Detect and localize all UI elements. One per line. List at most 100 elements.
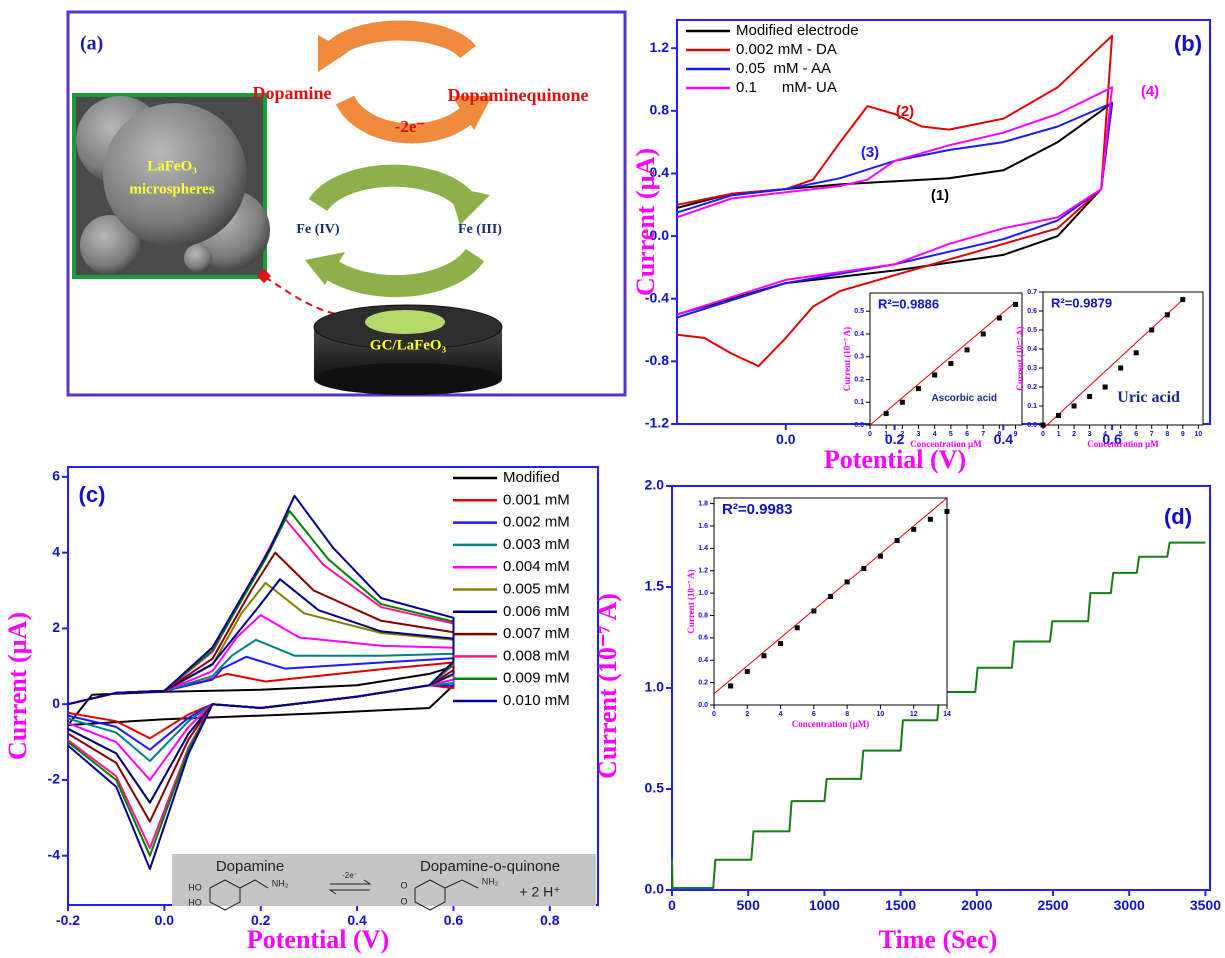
- x-tick-label: 6: [812, 711, 816, 718]
- point: [900, 400, 905, 405]
- r-squared: R²=0.9886: [878, 296, 939, 311]
- x-tick-label: 2: [900, 431, 904, 438]
- electrode-bottom: [314, 363, 502, 395]
- x-tick-label: 3: [1088, 431, 1092, 438]
- point: [845, 579, 850, 584]
- panel-label: (b): [1174, 31, 1202, 56]
- y-tick-label: 0.2: [854, 376, 864, 383]
- scheme-electrons: -2e⁻: [342, 871, 358, 880]
- point: [1041, 423, 1046, 428]
- point: [1118, 366, 1123, 371]
- y-tick-label: 0.8: [698, 612, 708, 619]
- series-line: [677, 87, 1112, 314]
- x-tick-label: 10: [1194, 431, 1202, 438]
- point: [761, 653, 766, 658]
- point: [997, 316, 1002, 321]
- y-tick-label: 0.6: [1027, 308, 1037, 315]
- panel-label: (c): [79, 482, 106, 507]
- x-axis-title: Potential (V): [824, 445, 966, 474]
- legend-label: 0.001 mM: [503, 491, 570, 508]
- point: [932, 372, 937, 377]
- series-line: [68, 666, 454, 725]
- panel-a: (a) LaFeO₃ microspheres Dopamine Dopamin…: [68, 12, 625, 395]
- x-axis-title: Potential (V): [247, 925, 389, 954]
- legend-label: 0.002 mM - DA: [736, 41, 837, 58]
- y-tick-label: 1.4: [698, 545, 708, 552]
- inset-y-label: Current (10⁻⁷ A): [1015, 326, 1025, 390]
- point: [861, 566, 866, 571]
- x-tick-label: 2000: [961, 897, 992, 913]
- x-tick-label: 0.6: [444, 912, 464, 928]
- point: [884, 411, 889, 416]
- group-label: O: [400, 880, 407, 890]
- y-tick-label: 0.7: [1027, 289, 1037, 296]
- reaction-scheme: Dopamine Dopamine-o-quinone HO HO NH₂ -2…: [172, 854, 596, 910]
- point: [828, 594, 833, 599]
- series-line: [677, 103, 1112, 318]
- x-tick-label: 3: [917, 431, 921, 438]
- reactant: Dopamine: [252, 83, 331, 103]
- x-tick-label: 0.0: [155, 912, 175, 928]
- y-tick-label: 0.1: [1027, 403, 1037, 410]
- point: [1013, 302, 1018, 307]
- legend-label: 0.008 mM: [503, 647, 570, 664]
- y-tick-label: 0.3: [1027, 365, 1037, 372]
- point: [895, 538, 900, 543]
- y-tick-label: 0.8: [650, 102, 670, 118]
- y-tick-label: 0.5: [1027, 327, 1037, 334]
- y-tick-label: 1.6: [698, 523, 708, 530]
- y-tick-label: 2.0: [645, 477, 665, 493]
- y-tick-label: 0.3: [854, 354, 864, 361]
- sphere: [103, 103, 247, 247]
- x-tick-label: 8: [1165, 431, 1169, 438]
- legend-label: 0.006 mM: [503, 603, 570, 620]
- scheme-product: Dopamine-o-quinone: [420, 858, 560, 875]
- x-tick-label: 0: [668, 897, 676, 913]
- x-tick-label: 4: [933, 431, 937, 438]
- inset-x-label: Concentration µM: [910, 439, 982, 449]
- x-tick-label: 0: [868, 431, 872, 438]
- y-axis-title: Current (10⁻⁷ A): [593, 593, 622, 779]
- electrode-label: GC/LaFeO₃: [370, 337, 447, 353]
- x-tick-label: 0.0: [776, 431, 796, 447]
- series-line: [68, 663, 454, 739]
- x-tick-label: 1: [884, 431, 888, 438]
- x-tick-label: 9: [1014, 431, 1018, 438]
- x-tick-label: 500: [737, 897, 761, 913]
- x-tick-label: 1500: [885, 897, 916, 913]
- point: [1072, 404, 1077, 409]
- legend-label: 0.05 mM - AA: [736, 60, 831, 77]
- x-tick-label: 4: [1103, 431, 1107, 438]
- x-tick-label: 5: [1119, 431, 1123, 438]
- legend-label: Modified electrode: [736, 22, 859, 39]
- point: [981, 331, 986, 336]
- y-tick-label: 1.5: [645, 578, 665, 594]
- y-tick-label: 0.5: [645, 780, 665, 796]
- x-tick-label: 7: [1150, 431, 1154, 438]
- x-tick-label: 2: [745, 711, 749, 718]
- y-axis-title: Current (µA): [3, 612, 32, 760]
- x-tick-label: 6: [1134, 431, 1138, 438]
- legend-label: 0.009 mM: [503, 670, 570, 687]
- legend-label: 0.1 mM- UA: [736, 79, 837, 96]
- point: [1103, 385, 1108, 390]
- annotation: (3): [861, 144, 879, 161]
- inset: 024681012140.00.20.40.60.81.01.21.41.61.…: [686, 498, 951, 729]
- y-tick-label: 0.1: [854, 399, 864, 406]
- x-tick-label: 14: [943, 711, 951, 718]
- group-label: NH₂: [482, 876, 499, 886]
- x-tick-label: 2: [1072, 431, 1076, 438]
- x-tick-label: 10: [877, 711, 885, 718]
- y-tick-label: 0: [52, 695, 60, 711]
- inset: 0123456789100.00.10.20.30.40.50.60.7R²=0…: [1015, 289, 1203, 449]
- legend-label: 0.002 mM: [503, 514, 570, 531]
- x-tick-label: 12: [910, 711, 918, 718]
- legend-label: 0.010 mM: [503, 692, 570, 709]
- annotation: (4): [1141, 83, 1159, 100]
- legend-label: 0.007 mM: [503, 625, 570, 642]
- y-tick-label: 0.5: [854, 308, 864, 315]
- x-tick-label: 0: [712, 711, 716, 718]
- y-tick-label: -0.8: [645, 352, 669, 368]
- panel-label: (a): [80, 33, 103, 55]
- electrode-film: [365, 310, 445, 334]
